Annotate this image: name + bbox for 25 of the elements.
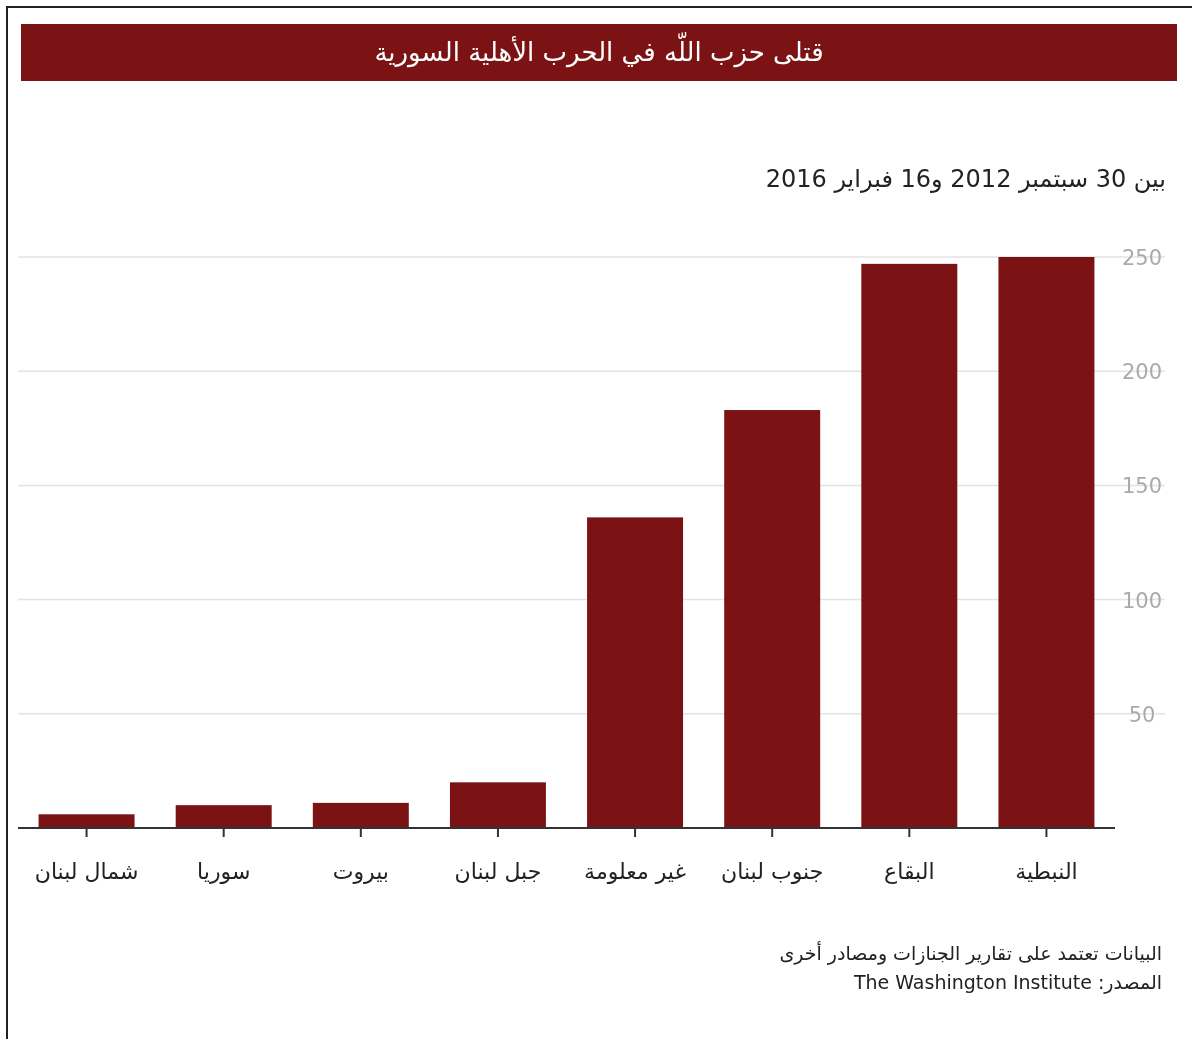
x-tick-label: البقاع xyxy=(884,859,935,884)
x-tick-label: النبطية xyxy=(1015,859,1078,884)
bar xyxy=(998,257,1095,828)
chart-subtitle: بين 30 سبتمبر 2012 و16 فبراير 2016 xyxy=(765,165,1166,193)
text: البيانات تعتمد على تقارير الجنازات ومصادر أخرى xyxy=(779,942,1162,964)
bar xyxy=(312,802,409,828)
x-tick-label: جبل لبنان xyxy=(454,859,542,884)
bar xyxy=(449,782,546,828)
y-tick-label: 200 xyxy=(1121,360,1163,385)
bar xyxy=(587,517,684,828)
text: المصدر: The Washington Institute xyxy=(853,971,1162,993)
bar xyxy=(861,263,958,828)
x-tick-label: سوريا xyxy=(197,859,251,884)
x-tick-label: غير معلومة xyxy=(584,859,687,884)
x-tick-label: بيروت xyxy=(332,859,389,884)
x-tick-label: جنوب لبنان xyxy=(721,859,824,884)
chart-title: قتلى حزب اللّه في الحرب الأهلية السورية xyxy=(21,24,1177,81)
bar xyxy=(724,410,821,828)
y-tick-label: 50 xyxy=(1128,702,1156,727)
bar xyxy=(175,805,272,828)
bar xyxy=(38,814,135,828)
x-tick-label: شمال لبنان xyxy=(34,859,139,884)
y-tick-label: 150 xyxy=(1121,474,1163,499)
y-tick-label: 250 xyxy=(1121,246,1163,270)
y-tick-label: 100 xyxy=(1121,588,1163,613)
